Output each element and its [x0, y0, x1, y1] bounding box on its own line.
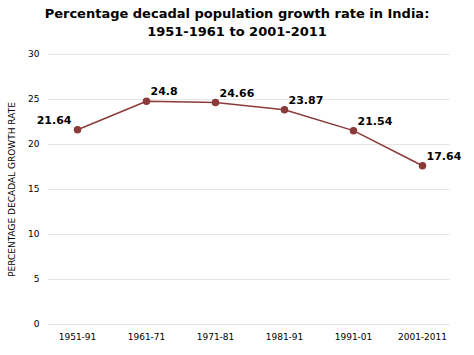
svg-text:1991-01: 1991-01	[335, 332, 373, 342]
svg-text:24.8: 24.8	[151, 85, 178, 98]
svg-text:15: 15	[28, 184, 39, 194]
html-text:Percentage decadal population: Percentage decadal population growth rat…	[44, 6, 430, 21]
svg-text:10: 10	[28, 229, 40, 239]
svg-text:1951-91: 1951-91	[59, 332, 97, 342]
svg-text:5: 5	[34, 274, 40, 284]
svg-text:17.64: 17.64	[427, 150, 462, 163]
svg-text:PERCENTAGE DECADAL GROWTH RATE: PERCENTAGE DECADAL GROWTH RATE	[7, 102, 17, 277]
svg-text:1961-71: 1961-71	[128, 332, 166, 342]
svg-text:0: 0	[34, 319, 40, 329]
svg-text:30: 30	[28, 49, 40, 59]
svg-text:2001-2011: 2001-2011	[398, 332, 447, 342]
svg-text:1981-91: 1981-91	[266, 332, 304, 342]
svg-text:21.64: 21.64	[37, 114, 72, 127]
svg-text:23.87: 23.87	[289, 94, 324, 107]
svg-text:25: 25	[28, 94, 39, 104]
svg-text:24.66: 24.66	[220, 87, 255, 100]
html-text:1951-1961 to 2001-2011: 1951-1961 to 2001-2011	[147, 23, 327, 39]
svg-text:21.54: 21.54	[358, 115, 393, 128]
svg-text:20: 20	[28, 139, 40, 149]
svg-text:1971-81: 1971-81	[197, 332, 235, 342]
